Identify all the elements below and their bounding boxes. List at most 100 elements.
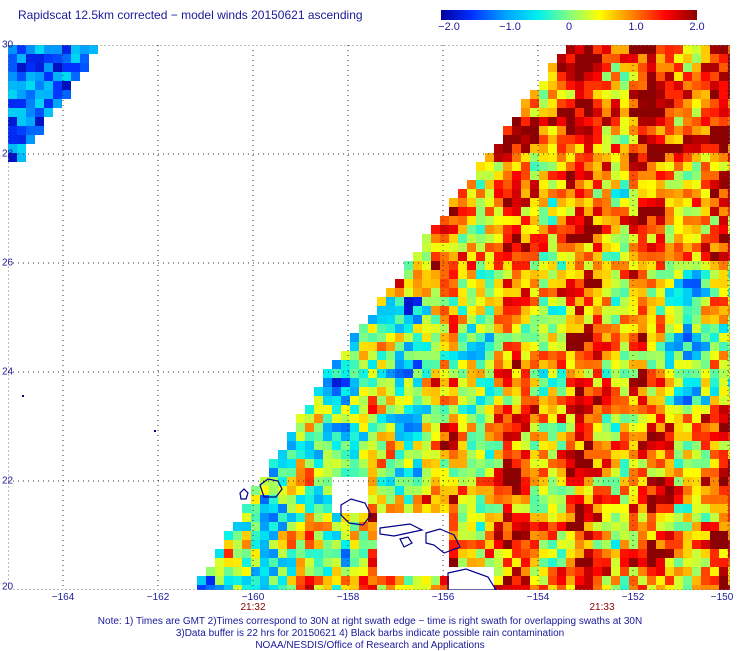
wind-diff-cell — [512, 504, 521, 513]
wind-diff-cell — [557, 63, 566, 72]
wind-diff-cell — [512, 531, 521, 540]
wind-diff-cell — [719, 45, 728, 54]
wind-diff-cell — [710, 126, 719, 135]
wind-diff-cell — [638, 585, 647, 590]
wind-diff-cell — [701, 72, 710, 81]
wind-diff-cell — [665, 324, 674, 333]
wind-diff-cell — [566, 504, 575, 513]
wind-diff-cell — [530, 99, 539, 108]
wind-diff-cell — [521, 477, 530, 486]
wind-diff-cell — [404, 324, 413, 333]
wind-diff-cell — [710, 513, 719, 522]
wind-diff-cell — [656, 324, 665, 333]
wind-diff-cell — [557, 549, 566, 558]
wind-diff-cell — [665, 414, 674, 423]
wind-diff-cell — [701, 54, 710, 63]
wind-diff-cell — [224, 576, 233, 585]
wind-diff-cell — [431, 576, 440, 585]
wind-diff-cell — [602, 432, 611, 441]
wind-diff-cell — [674, 567, 683, 576]
wind-diff-cell — [557, 576, 566, 585]
colorbar-label: 2.0 — [689, 21, 705, 33]
wind-diff-cell — [710, 351, 719, 360]
wind-diff-cell — [710, 189, 719, 198]
wind-diff-cell — [593, 549, 602, 558]
wind-diff-cell — [458, 504, 467, 513]
wind-diff-cell — [368, 531, 377, 540]
wind-diff-cell — [53, 54, 62, 63]
wind-diff-cell — [485, 558, 494, 567]
wind-diff-cell — [476, 477, 485, 486]
wind-diff-cell — [449, 324, 458, 333]
wind-diff-cell — [44, 54, 53, 63]
wind-diff-cell — [413, 441, 422, 450]
island-kauai — [259, 478, 283, 498]
wind-diff-cell — [539, 216, 548, 225]
wind-diff-cell — [602, 216, 611, 225]
wind-diff-cell — [557, 387, 566, 396]
wind-diff-cell — [296, 468, 305, 477]
wind-diff-cell — [467, 207, 476, 216]
wind-diff-cell — [710, 441, 719, 450]
wind-diff-cell — [593, 315, 602, 324]
wind-diff-cell — [647, 378, 656, 387]
wind-diff-cell — [548, 486, 557, 495]
wind-diff-cell — [251, 540, 260, 549]
wind-diff-cell — [602, 45, 611, 54]
wind-diff-cell — [728, 99, 730, 108]
wind-diff-cell — [692, 324, 701, 333]
wind-diff-cell — [638, 90, 647, 99]
wind-diff-cell — [719, 72, 728, 81]
wind-diff-cell — [701, 207, 710, 216]
wind-diff-cell — [458, 360, 467, 369]
wind-diff-cell — [629, 189, 638, 198]
wind-diff-cell — [377, 306, 386, 315]
wind-diff-cell — [440, 387, 449, 396]
wind-diff-cell — [701, 477, 710, 486]
wind-diff-cell — [701, 405, 710, 414]
wind-diff-cell — [593, 477, 602, 486]
wind-diff-cell — [512, 441, 521, 450]
wind-diff-cell — [692, 351, 701, 360]
wind-diff-cell — [395, 468, 404, 477]
wind-diff-cell — [638, 576, 647, 585]
wind-diff-cell — [575, 450, 584, 459]
wind-diff-cell — [656, 72, 665, 81]
wind-diff-cell — [548, 216, 557, 225]
wind-diff-cell — [548, 153, 557, 162]
wind-diff-cell — [611, 144, 620, 153]
wind-diff-cell — [647, 504, 656, 513]
wind-diff-cell — [476, 162, 485, 171]
wind-diff-cell — [440, 405, 449, 414]
wind-diff-cell — [44, 63, 53, 72]
wind-diff-cell — [548, 477, 557, 486]
wind-diff-cell — [665, 198, 674, 207]
wind-diff-cell — [647, 225, 656, 234]
wind-diff-cell — [431, 585, 440, 590]
wind-diff-cell — [629, 450, 638, 459]
wind-diff-cell — [611, 171, 620, 180]
wind-diff-cell — [584, 432, 593, 441]
wind-diff-cell — [494, 270, 503, 279]
wind-diff-cell — [620, 198, 629, 207]
wind-diff-cell — [467, 540, 476, 549]
wind-diff-cell — [224, 585, 233, 590]
wind-diff-cell — [593, 270, 602, 279]
wind-diff-cell — [575, 513, 584, 522]
wind-diff-cell — [674, 387, 683, 396]
wind-diff-cell — [611, 180, 620, 189]
wind-diff-cell — [683, 567, 692, 576]
wind-diff-cell — [719, 225, 728, 234]
wind-diff-cell — [683, 225, 692, 234]
wind-diff-cell — [647, 432, 656, 441]
wind-diff-cell — [341, 441, 350, 450]
wind-diff-cell — [26, 117, 35, 126]
wind-diff-cell — [548, 243, 557, 252]
wind-diff-cell — [386, 585, 395, 590]
wind-diff-cell — [593, 486, 602, 495]
wind-diff-cell — [683, 459, 692, 468]
wind-diff-cell — [728, 315, 730, 324]
wind-diff-cell — [35, 72, 44, 81]
wind-diff-cell — [404, 459, 413, 468]
wind-diff-cell — [620, 315, 629, 324]
